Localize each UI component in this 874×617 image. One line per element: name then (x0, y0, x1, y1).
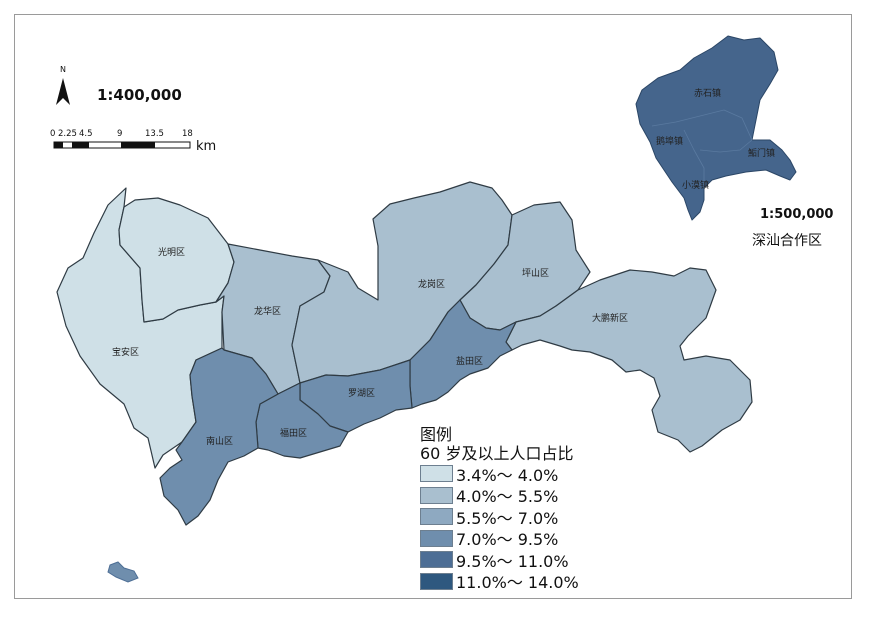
legend-item: 4.0%～ 5.5% (420, 485, 579, 507)
legend-label: 9.5%～ 11.0% (456, 551, 569, 571)
region-dapeng[interactable] (505, 267, 753, 453)
legend-item: 11.0%～ 14.0% (420, 571, 579, 593)
scale-bar: 0 2.25 4.5 9 13.5 18 km (50, 129, 216, 154)
legend-label: 4.0%～ 5.5% (456, 487, 559, 507)
region-label: 南山区 (206, 435, 233, 447)
legend-swatch (420, 486, 453, 504)
region-guangming[interactable] (118, 197, 235, 323)
region-label: 坪山区 (522, 268, 549, 279)
town-label: 鹅埠镇 (656, 135, 683, 147)
legend: 图例 60 岁及以上人口占比 3.4%～ 4.0% 4.0%～ 5.5% 5.5… (420, 425, 579, 592)
north-label: N (60, 65, 66, 74)
legend-swatch (420, 465, 453, 483)
town-label: 小漠镇 (682, 179, 709, 191)
region-label: 龙华区 (254, 305, 281, 317)
scalebar-unit: km (196, 139, 216, 154)
region-label: 宝安区 (112, 346, 139, 358)
scalebar-tick: 9 (117, 129, 122, 139)
scalebar-tick: 4.5 (79, 129, 93, 139)
region-label: 光明区 (158, 246, 185, 258)
scalebar-tick: 2.25 (58, 129, 77, 139)
scalebar-tick: 13.5 (145, 129, 164, 139)
legend-item: 3.4%～ 4.0% (420, 463, 579, 485)
region-label: 大鹏新区 (592, 312, 628, 324)
legend-swatch (420, 508, 453, 526)
region-nanshan[interactable] (159, 347, 279, 526)
legend-subtitle: 60 岁及以上人口占比 (420, 444, 574, 463)
legend-swatch (420, 551, 453, 569)
legend-label: 3.4%～ 4.0% (456, 465, 559, 485)
legend-item: 5.5%～ 7.0% (420, 506, 579, 528)
legend-item: 9.5%～ 11.0% (420, 549, 579, 571)
legend-label: 5.5%～ 7.0% (456, 508, 559, 528)
north-arrow-icon: N (56, 65, 70, 105)
island (107, 561, 139, 583)
legend-label: 11.0%～ 14.0% (456, 573, 579, 593)
inset-region[interactable] (635, 35, 797, 221)
region-label: 罗湖区 (348, 388, 375, 399)
main-map-scale: 1:400,000 (97, 86, 182, 104)
inset-map-scale: 1:500,000 (760, 207, 834, 222)
legend-label: 7.0%～ 9.5% (456, 530, 559, 550)
scalebar-tick: 0 (50, 129, 55, 139)
town-label: 赤石镇 (694, 87, 721, 99)
legend-items: 3.4%～ 4.0% 4.0%～ 5.5% 5.5%～ 7.0% 7.0%～ 9… (420, 463, 579, 592)
legend-title: 图例 (420, 425, 453, 444)
scalebar-tick: 18 (182, 129, 193, 139)
region-label: 福田区 (280, 427, 307, 439)
inset-map-title: 深汕合作区 (752, 233, 822, 249)
legend-swatch (420, 572, 453, 590)
region-label: 龙岗区 (418, 278, 445, 290)
legend-swatch (420, 529, 453, 547)
region-label: 盐田区 (456, 355, 483, 367)
legend-item: 7.0%～ 9.5% (420, 528, 579, 550)
town-label: 鮜门镇 (748, 147, 775, 159)
